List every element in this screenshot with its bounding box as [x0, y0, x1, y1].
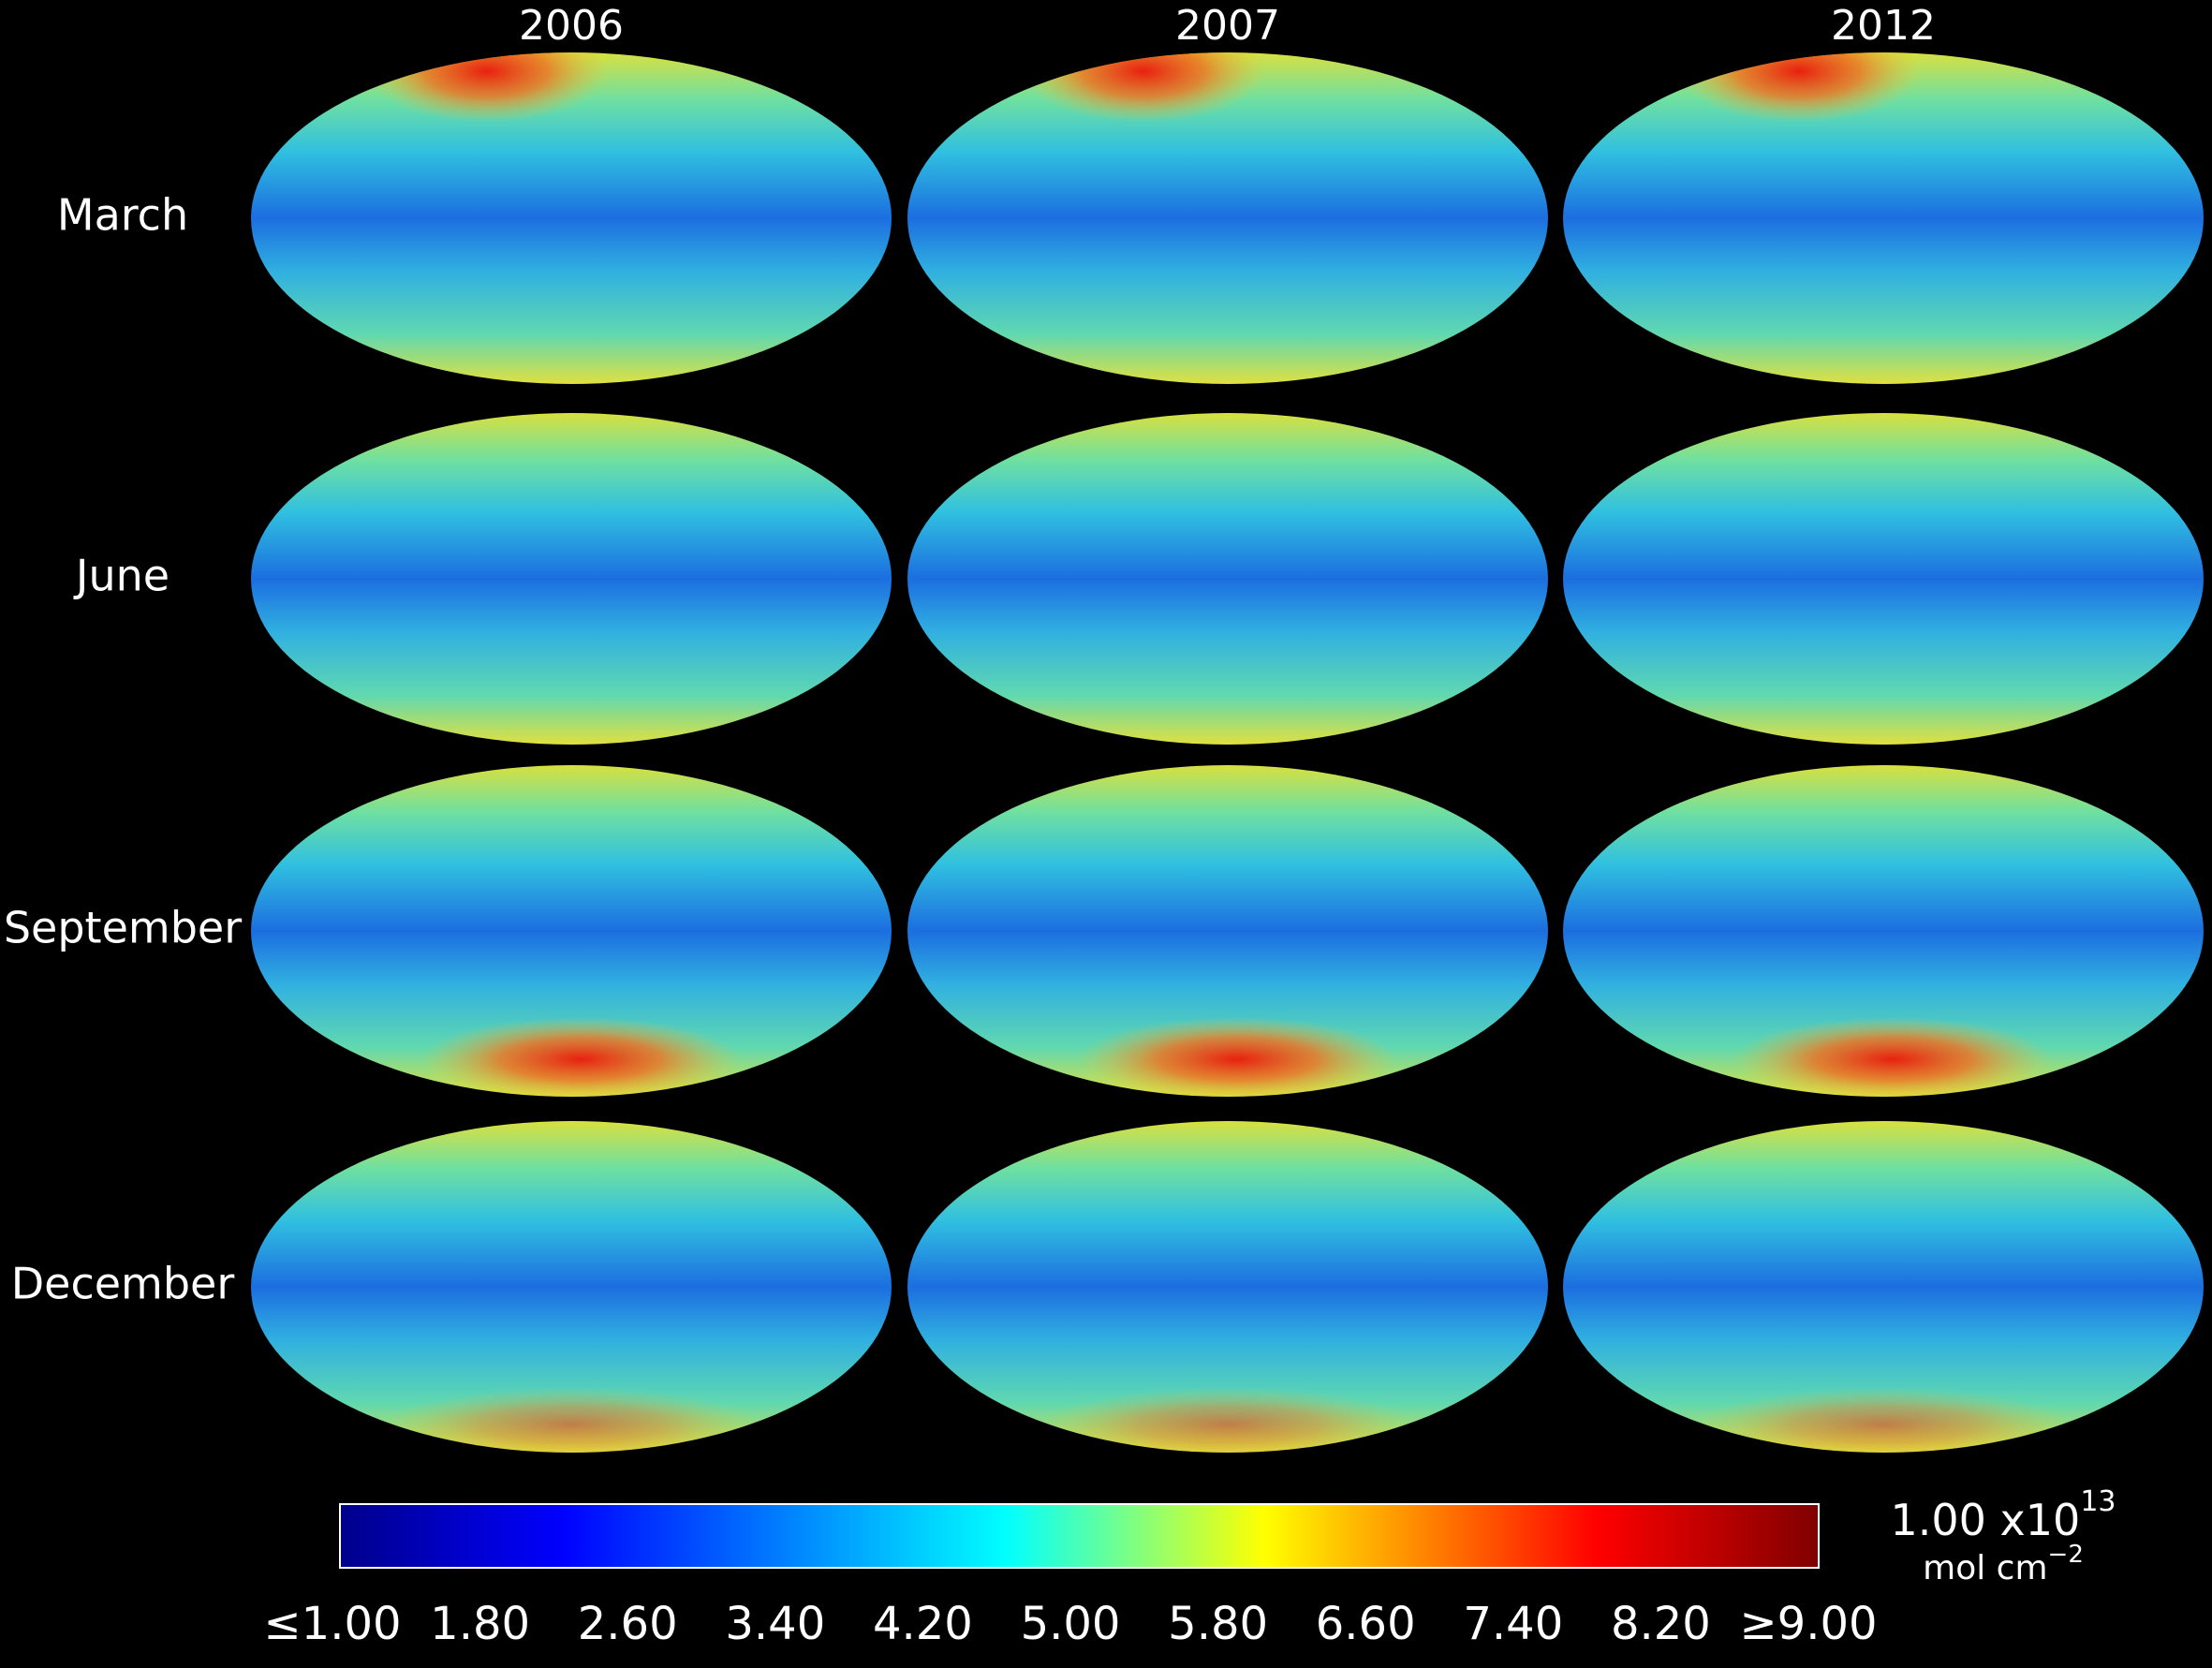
colorbar-tick-label: ≤1.00: [263, 1598, 401, 1650]
colorbar-tick-label: 6.60: [1316, 1598, 1416, 1650]
hot-spot: [1078, 1017, 1396, 1097]
map-panel: [1563, 52, 2204, 384]
warm-spot: [384, 1387, 759, 1453]
colorbar-tick-label: ≥9.00: [1739, 1598, 1877, 1650]
map-panel: [251, 765, 892, 1097]
map-panel: [907, 413, 1548, 745]
colorbar-tick-label: 4.20: [873, 1598, 973, 1650]
colorbar-tick-label: 2.60: [578, 1598, 678, 1650]
row-label: June: [73, 551, 170, 601]
map-panel: [251, 1121, 892, 1453]
unit-scale: 1.00 x1013: [1891, 1485, 2116, 1545]
hot-spot: [1677, 52, 1921, 123]
map-panel: [251, 52, 892, 384]
colorbar-tick-label: 5.80: [1168, 1598, 1268, 1650]
hot-spot: [365, 52, 609, 123]
colorbar: [339, 1503, 1820, 1569]
warm-spot: [1040, 1387, 1415, 1453]
map-panel: [1563, 413, 2204, 745]
hot-spot: [1733, 1017, 2052, 1097]
map-panel: [251, 413, 892, 745]
map-field: [907, 413, 1548, 745]
hot-spot: [1022, 52, 1265, 123]
column-header: 2006: [519, 2, 624, 50]
colorbar-tick-label: 8.20: [1611, 1598, 1711, 1650]
map-field: [251, 413, 892, 745]
map-panel: [907, 52, 1548, 384]
unit-label: mol cm−2: [1923, 1541, 2084, 1588]
colorbar-tick-label: 1.80: [430, 1598, 530, 1650]
colorbar-tick-label: 3.40: [725, 1598, 825, 1650]
warm-spot: [1696, 1387, 2071, 1453]
map-panel: [907, 1121, 1548, 1453]
map-panel: [1563, 765, 2204, 1097]
row-label: March: [57, 190, 188, 241]
map-field: [1563, 413, 2204, 745]
colorbar-tick-label: 7.40: [1463, 1598, 1563, 1650]
colorbar-tick-label: 5.00: [1021, 1598, 1121, 1650]
row-label: December: [11, 1259, 235, 1309]
row-label: September: [4, 903, 242, 953]
hot-spot: [421, 1017, 740, 1097]
map-panel: [907, 765, 1548, 1097]
column-header: 2007: [1175, 2, 1280, 50]
column-header: 2012: [1831, 2, 1936, 50]
map-panel: [1563, 1121, 2204, 1453]
